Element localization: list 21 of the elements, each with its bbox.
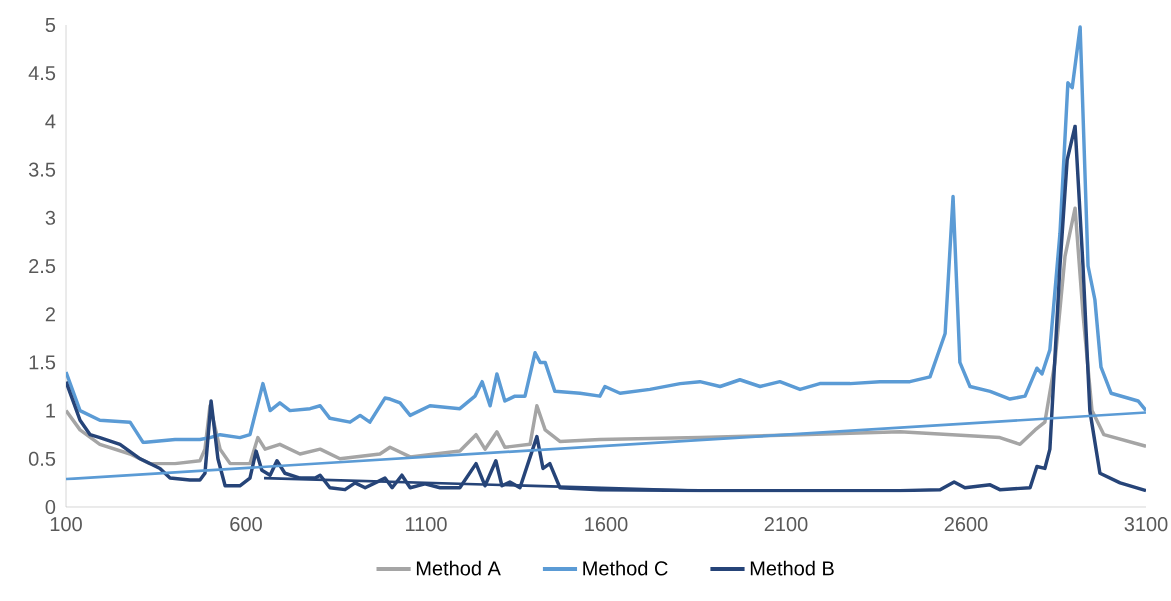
x-tick-label: 1600 [585,517,628,532]
x-tick-label: 1100 [406,517,447,532]
y-tick-label: 4.5 [28,66,56,81]
y-tick-label: 5 [45,18,56,32]
y-tick-label: 1 [46,403,55,418]
y-tick-label: 4 [45,114,56,129]
y-tick-label: 2 [45,307,55,322]
y-tick-label: 3.5 [28,162,56,177]
y-tick-label: 0 [45,499,56,515]
y-tick-label: 2.5 [29,258,56,274]
x-tick-label: 100 [50,517,82,532]
legend-label: Method B [750,560,834,576]
y-tick-label: 0.5 [28,451,56,466]
x-tick-label: 3100 [1124,517,1168,532]
y-tick-label: 3 [45,210,56,225]
y-tick-label: 1.5 [29,355,56,370]
legend-label: Method A [416,560,501,576]
x-tick-label: 600 [230,517,262,532]
legend-label: Method C [583,560,668,576]
x-tick-label: 2100 [764,517,808,532]
x-tick-label: 2600 [944,517,988,532]
